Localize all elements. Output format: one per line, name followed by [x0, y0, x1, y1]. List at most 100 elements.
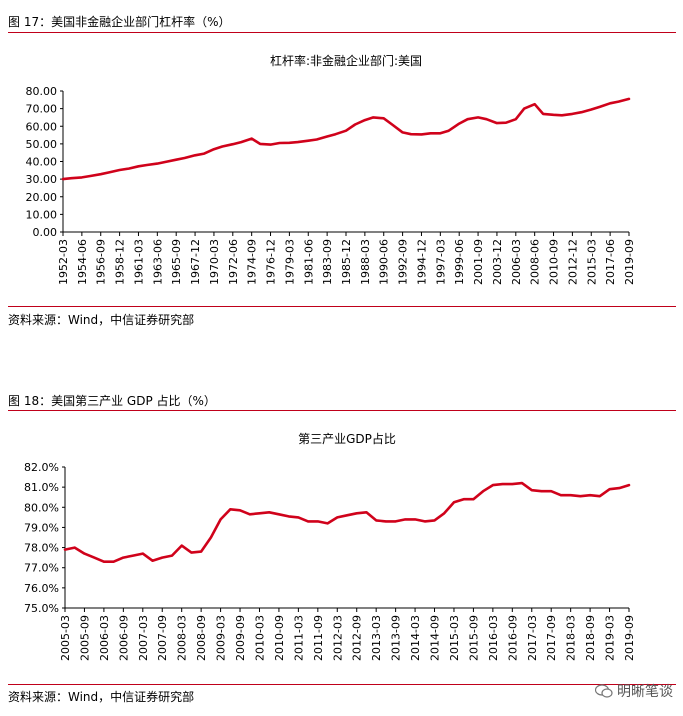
data-point — [560, 494, 562, 496]
y-tick-label: 80.0% — [24, 501, 59, 514]
data-point — [628, 484, 630, 486]
data-point — [119, 169, 121, 171]
data-point — [62, 178, 64, 180]
figure-17-caption: 图 17：美国非金融企业部门杠杆率（%） — [8, 15, 231, 29]
data-point — [171, 555, 173, 557]
x-tick-label: 2019-09 — [623, 239, 636, 285]
x-tick-label: 2012-09 — [351, 615, 364, 661]
data-point — [279, 142, 281, 144]
x-tick-label: 2017-09 — [545, 615, 558, 661]
y-tick-label: 81.0% — [24, 481, 59, 494]
tertiary-gdp-line-chart: 第三产业GDP占比 75.0% 76.0% 77.0% 78.0% 79.0% 80.0% 8… — [24, 431, 636, 661]
data-point — [534, 103, 536, 105]
x-tick-label: 2001-09 — [472, 239, 485, 285]
data-point — [372, 116, 374, 119]
data-point — [579, 495, 581, 497]
data-point — [165, 161, 167, 163]
data-point — [74, 546, 76, 549]
data-point — [128, 167, 130, 170]
x-tick-label: 2010-09 — [273, 615, 286, 661]
data-point — [269, 143, 272, 146]
data-point — [122, 557, 124, 559]
data-point — [326, 135, 328, 138]
data-point — [316, 138, 318, 141]
data-point — [240, 141, 242, 143]
data-point — [200, 551, 202, 553]
data-point — [599, 106, 601, 108]
x-tick-label: 2011-09 — [312, 615, 325, 661]
data-point — [297, 141, 299, 143]
figure-18-caption: 图 18：美国第三产业 GDP 占比（%） — [8, 394, 216, 408]
data-point — [448, 130, 450, 132]
x-tick-label: 2005-03 — [59, 615, 72, 661]
x-tick-label: 1958-12 — [114, 239, 127, 285]
data-point — [402, 131, 404, 134]
x-tick-label: 1963-06 — [151, 239, 164, 285]
watermark: 明晰笔谈 — [595, 681, 673, 701]
data-point — [346, 514, 348, 516]
data-point — [190, 552, 193, 554]
data-point — [210, 536, 212, 539]
x-tick-label: 2010-03 — [253, 615, 266, 661]
x-tick-label: 1992-09 — [397, 239, 410, 285]
data-point — [334, 133, 337, 135]
data-point — [505, 122, 507, 124]
x-tick-label: 2012-03 — [331, 615, 344, 661]
data-point — [64, 548, 66, 551]
x-tick-label: 2015-09 — [467, 615, 480, 661]
data-point — [552, 114, 555, 116]
x-tick-label: 2003-12 — [491, 239, 504, 285]
data-point — [511, 483, 513, 485]
data-point — [395, 520, 397, 522]
data-point — [100, 173, 102, 175]
data-point — [521, 482, 523, 484]
data-point — [183, 157, 186, 159]
figure-18-source: 资料来源：Wind，中信证券研究部 — [8, 690, 195, 704]
x-tick-label: 1979-03 — [283, 239, 296, 285]
x-tick-label: 2019-09 — [623, 615, 636, 661]
data-point — [410, 133, 412, 135]
y-tick-label: 20.00 — [26, 191, 58, 204]
y-tick-label: 0.00 — [33, 226, 58, 239]
data-point — [307, 140, 309, 142]
data-point — [161, 557, 163, 559]
y-tick-label: 10.00 — [26, 208, 58, 221]
data-point — [194, 154, 196, 156]
caption-divider — [8, 32, 676, 33]
data-point — [175, 159, 177, 161]
x-tick-label: 1988-03 — [359, 239, 372, 285]
data-point — [93, 557, 95, 559]
data-point — [472, 498, 475, 500]
data-point — [628, 98, 630, 100]
data-point — [458, 123, 460, 125]
data-point — [414, 518, 416, 520]
x-tick-label: 2017-03 — [526, 615, 539, 661]
x-tick-label: 1970-03 — [208, 239, 221, 285]
data-point — [137, 165, 140, 167]
x-tick-label: 1965-09 — [170, 239, 183, 285]
y-tick-label: 40.00 — [26, 156, 58, 169]
x-tick-label: 1972-06 — [227, 239, 240, 285]
x-tick-label: 2016-03 — [487, 615, 500, 661]
series-line — [63, 481, 631, 563]
x-tick-label: 1976-12 — [265, 239, 278, 285]
data-point — [232, 143, 234, 145]
data-point — [258, 512, 261, 514]
data-point — [345, 130, 347, 132]
data-point — [307, 520, 309, 522]
data-point — [249, 513, 251, 515]
data-point — [482, 490, 484, 492]
x-tick-label: 2011-03 — [292, 615, 305, 661]
x-tick-label: 1981-06 — [302, 239, 315, 285]
data-point — [618, 487, 620, 489]
data-point — [570, 494, 572, 496]
data-point — [485, 118, 488, 120]
x-tick-label: 2006-03 — [98, 615, 111, 661]
x-tick-label: 2009-09 — [234, 615, 247, 661]
leverage-line-chart: 杠杆率:非金融企业部门:美国 0.00 10.00 20.00 30.00 40.00 50… — [26, 53, 637, 285]
data-point — [181, 544, 183, 547]
data-point — [268, 511, 270, 513]
data-point — [466, 118, 469, 120]
x-tick-label: 2008-03 — [176, 615, 189, 661]
data-point — [515, 118, 517, 120]
